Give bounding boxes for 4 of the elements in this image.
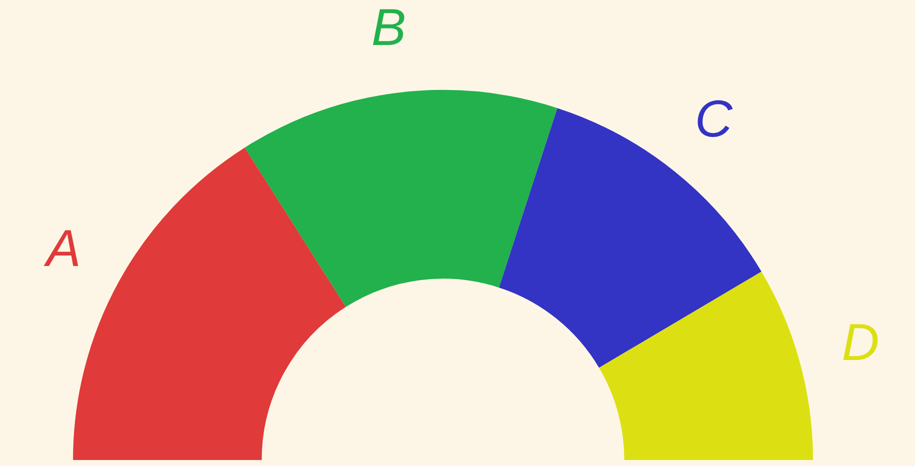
slice-label: A <box>43 220 81 278</box>
slice-label: B <box>371 0 406 57</box>
slice-label: D <box>842 314 880 372</box>
slice-label: C <box>694 90 733 149</box>
